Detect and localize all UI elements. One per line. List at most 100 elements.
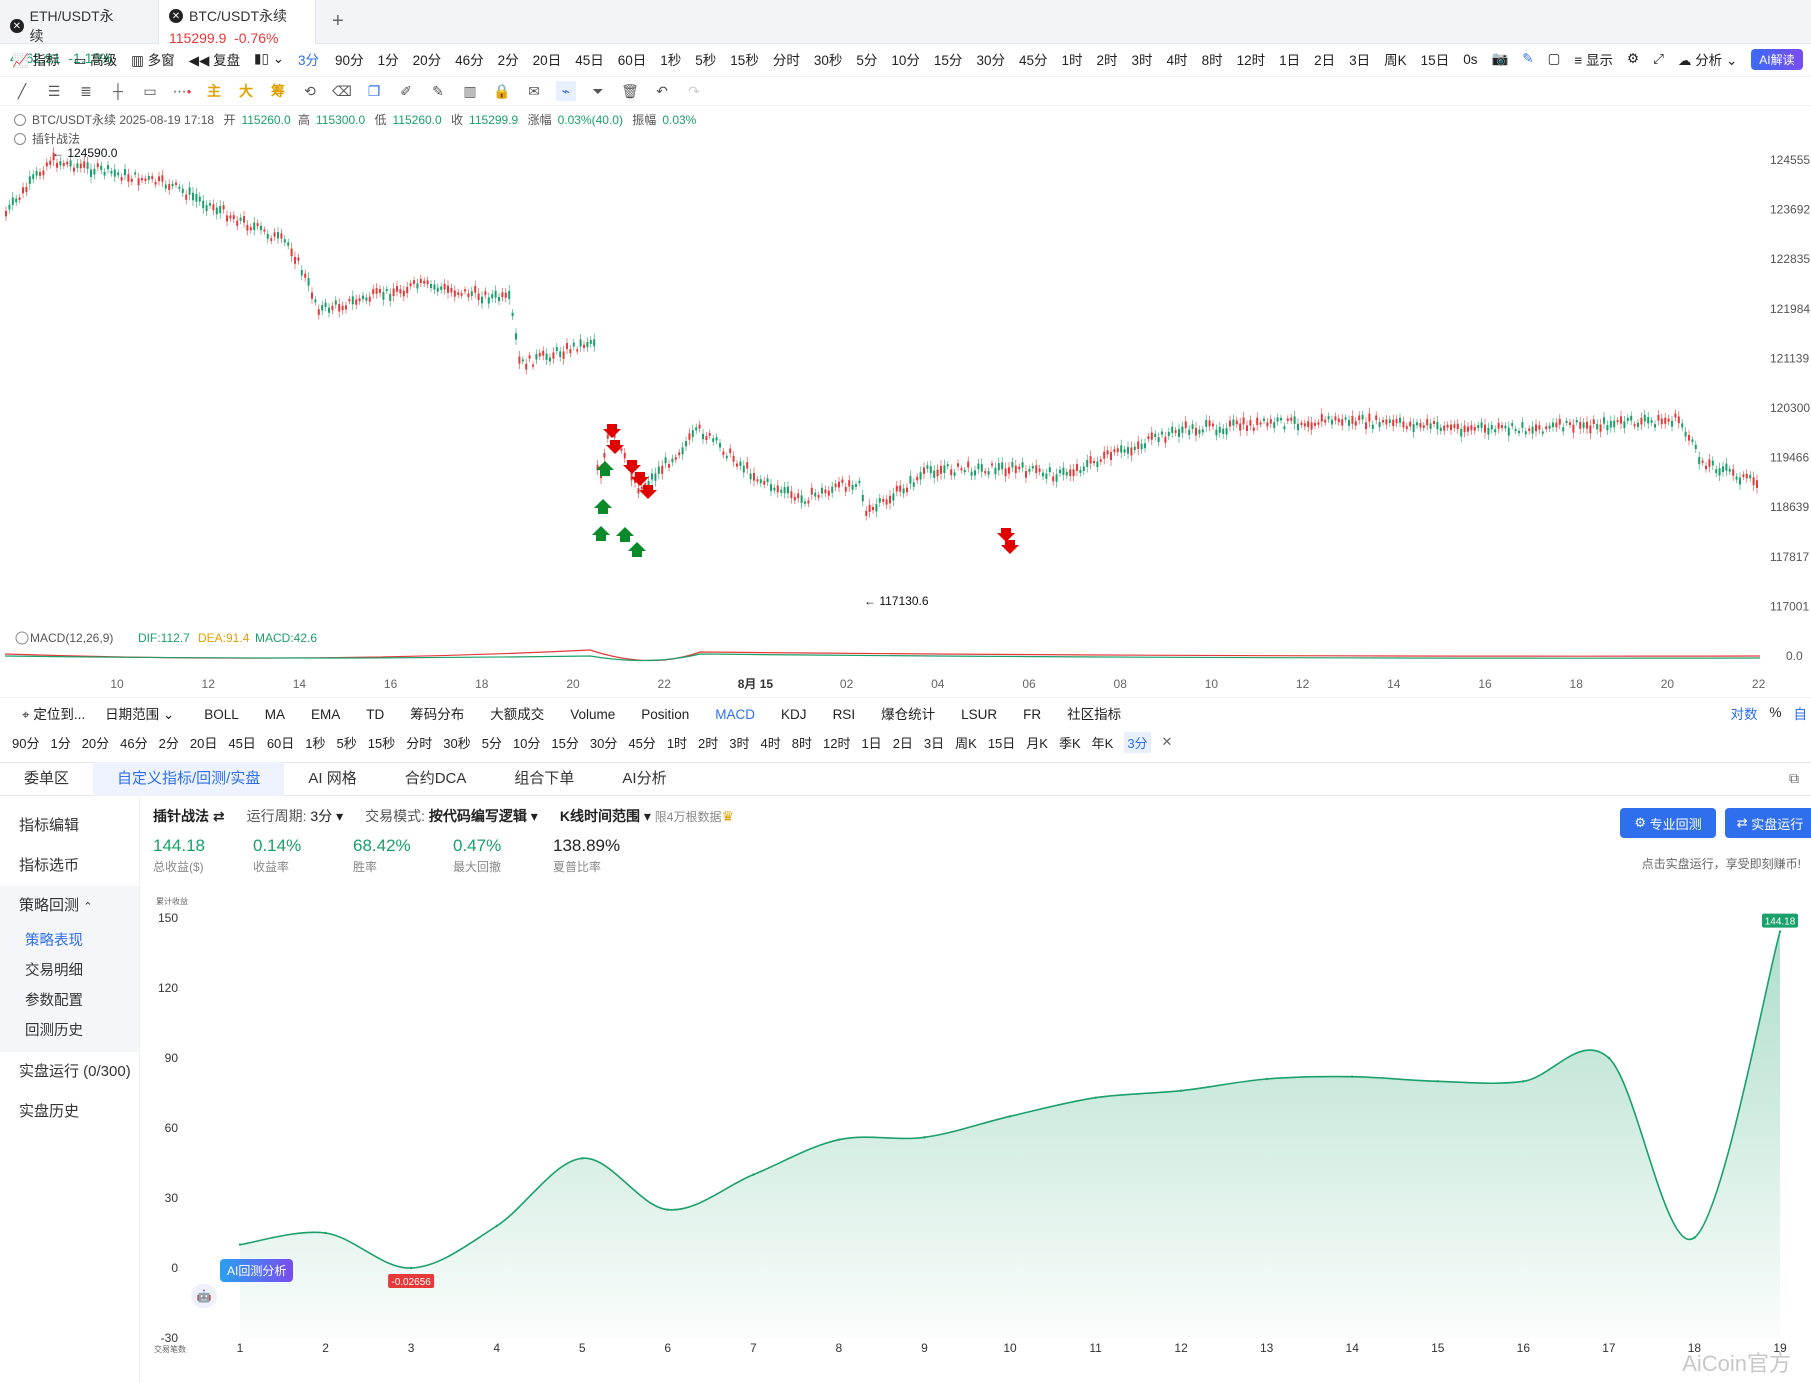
timeframe-9[interactable]: 1秒 [660,53,682,68]
panel-tab-2[interactable]: AI 网格 [308,770,357,787]
indicator-tab-10[interactable]: MACD [715,706,756,722]
nav-indicator-edit[interactable]: 指标编辑 [19,817,80,834]
redo-icon[interactable]: ↷ [688,82,700,99]
indicator-tab-6[interactable]: 筹码分布 [410,706,465,722]
nav-trade-detail[interactable]: 交易明细 [25,963,83,979]
timeframe-10[interactable]: 5秒 [695,53,717,68]
tfbar-item-26[interactable]: 3日 [923,735,945,751]
indicator-tab-7[interactable]: 大额成交 [490,706,545,722]
indicator-tab-9[interactable]: Position [641,706,690,722]
timeframe-25[interactable]: 1日 [1279,53,1301,68]
timeframe-20[interactable]: 2时 [1096,53,1118,68]
fullscreen-icon[interactable]: ⤢ [1653,51,1664,66]
timeframe-12[interactable]: 分时 [772,53,800,68]
tfbar-item-29[interactable]: 月K [1026,735,1048,751]
line-tool-icon[interactable]: ╱ [17,82,27,99]
candle-icon[interactable]: ▥ [463,82,477,99]
timeframe-29[interactable]: 15日 [1420,53,1450,68]
nav-performance[interactable]: 策略表现 [25,933,83,949]
toggle-icon[interactable] [15,631,29,645]
timeframe-1[interactable]: 90分 [335,53,364,68]
tfbar-item-18[interactable]: 1时 [666,735,688,751]
delete-icon[interactable]: 🗑 [621,82,639,99]
nav-params[interactable]: 参数配置 [25,993,83,1009]
timeframe-14[interactable]: 5分 [856,53,878,68]
timeframe-11[interactable]: 15秒 [730,53,759,68]
tfbar-item-12[interactable]: 30秒 [443,735,471,751]
more-tools-icon[interactable]: ⋯ ● [172,82,192,99]
advanced-button[interactable]: ▭ 高级 [73,53,118,68]
timeframe-16[interactable]: 15分 [933,53,963,68]
hline-tool-icon[interactable]: ┼ [113,83,123,99]
indicator-tab-4[interactable]: EMA [310,706,341,722]
timeframe-22[interactable]: 4时 [1166,53,1188,68]
display-button[interactable]: ≡ 显示 [1574,53,1613,68]
indicator-tab-2[interactable]: BOLL [204,706,239,722]
tfbar-item-25[interactable]: 2日 [892,735,913,751]
main-label[interactable]: 主 [207,83,221,99]
add-tab-icon[interactable]: + [332,10,344,32]
indicator-tab-13[interactable]: 爆仓统计 [881,706,936,722]
indicator-tab-16[interactable]: 社区指标 [1067,706,1122,722]
undo-icon[interactable]: ↶ [656,82,668,99]
nav-backtest-group[interactable]: 策略回测 ⌃ [19,897,93,914]
camera-icon[interactable]: 📷 [1491,51,1509,66]
timeframe-15[interactable]: 10分 [891,53,920,68]
magnet-icon[interactable]: ⌁ [556,81,576,101]
tfbar-item-20[interactable]: 3时 [729,735,750,751]
panel-tab-1[interactable]: 自定义指标/回测/实盘 [93,762,285,796]
close-icon[interactable]: ✕ [169,9,183,23]
pro-backtest-button[interactable]: ⚙ 专业回测 [1620,808,1716,838]
timeframe-0[interactable]: 3分 [298,53,320,68]
tfbar-item-21[interactable]: 4时 [760,735,781,751]
panel-tab-0[interactable]: 委单区 [24,770,70,787]
timeframe-8[interactable]: 60日 [617,53,647,68]
tfbar-item-24[interactable]: 1日 [861,735,882,751]
panel-tab-5[interactable]: AI分析 [622,770,667,787]
fib-tool-icon[interactable]: ≣ [80,82,92,99]
replay-button[interactable]: ◀◀ 复盘 [188,53,241,68]
copy-icon[interactable]: ❐ [367,82,381,99]
ruler-icon[interactable]: ✐ [400,82,412,99]
tfbar-item-9[interactable]: 5秒 [336,735,357,751]
tfbar-item-7[interactable]: 60日 [266,735,295,751]
timeframe-28[interactable]: 周K [1384,53,1407,68]
close-icon[interactable]: ✕ [10,19,24,33]
tab-eth[interactable]: ✕ ETH/USDT永续 4262.91 -1.15% [0,0,135,66]
tfbar-item-22[interactable]: 8时 [791,735,812,751]
rect-tool-icon[interactable]: ▭ [143,82,157,99]
close-icon[interactable]: ✕ [1161,734,1173,749]
auto-toggle[interactable]: 自 [1793,706,1808,722]
tfbar-item-17[interactable]: 45分 [628,735,656,751]
mode-select[interactable]: 交易模式: 按代码编写逻辑 ▾ [365,808,538,824]
settings-icon[interactable]: ⚙ [1627,51,1640,66]
tfbar-item-30[interactable]: 季K [1058,735,1081,751]
brush-icon[interactable]: ✎ [432,82,444,99]
tfbar-item-3[interactable]: 46分 [120,735,148,751]
nav-backtest-history[interactable]: 回测历史 [25,1023,83,1039]
price-chart[interactable]: 124555 123692 122835 121984 121139 120300 1194… [0,130,1811,697]
timeframe-2[interactable]: 1分 [377,53,399,68]
percent-toggle[interactable]: % [1769,705,1782,720]
ai-backtest-button[interactable]: AI回测分析 [220,1259,294,1282]
layout-icon[interactable]: ▢ [1547,51,1561,66]
nav-live-history[interactable]: 实盘历史 [19,1103,80,1120]
live-run-button[interactable]: ⇄ 实盘运行 [1725,808,1811,838]
tfbar-item-15[interactable]: 15分 [551,735,579,751]
timeframe-5[interactable]: 2分 [497,53,519,68]
toggle-icon[interactable] [14,133,26,145]
ai-interpret-button[interactable]: AI解读 [1751,48,1803,70]
timeframe-21[interactable]: 3时 [1131,53,1153,68]
multiwindow-button[interactable]: ▥ 多窗 [131,53,175,68]
tfbar-item-11[interactable]: 分时 [406,735,433,751]
timeframe-6[interactable]: 20日 [532,53,562,68]
timeframe-3[interactable]: 20分 [412,53,442,68]
locate-button[interactable]: ⌖ 定位到... [22,706,86,722]
tfbar-item-23[interactable]: 12时 [822,735,851,751]
tfbar-item-14[interactable]: 10分 [512,735,541,751]
tfbar-item-4[interactable]: 2分 [158,735,179,751]
date-range-button[interactable]: 日期范围 ⌄ [105,706,175,722]
tfbar-item-6[interactable]: 45日 [228,735,256,751]
timeframe-7[interactable]: 45日 [575,53,604,68]
indicator-tab-8[interactable]: Volume [570,706,616,722]
